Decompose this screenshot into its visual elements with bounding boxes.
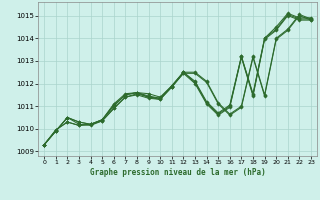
X-axis label: Graphe pression niveau de la mer (hPa): Graphe pression niveau de la mer (hPa)	[90, 168, 266, 177]
